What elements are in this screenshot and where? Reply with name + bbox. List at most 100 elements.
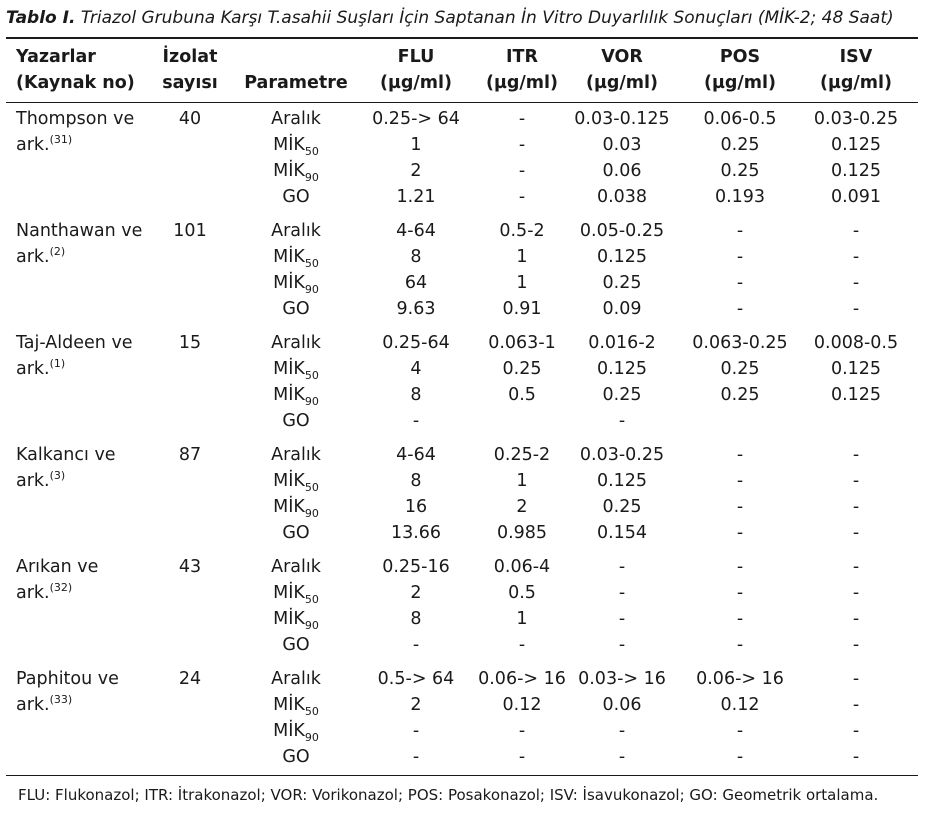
param-label: MİK	[273, 359, 305, 379]
top-rule	[6, 37, 918, 39]
author-name: Thompson ve	[16, 106, 134, 132]
itr-value: 0.063-1	[488, 333, 556, 353]
author-ark: ark.(32)	[16, 580, 72, 606]
isv-value: -	[852, 695, 860, 715]
param-label: MİK	[273, 695, 305, 715]
param-range: Aralık	[236, 442, 356, 468]
author-line: ark.	[16, 135, 50, 155]
isolate-count-value: 101	[173, 221, 207, 241]
param-mic90: MİK90	[236, 382, 356, 408]
header-pos: POS (µg/ml)	[703, 47, 777, 93]
author-name: Nanthawan ve	[16, 218, 142, 244]
param-subscript: 90	[304, 283, 319, 296]
pos-value: 0.193	[714, 187, 766, 207]
itr-value: 0.985	[496, 523, 548, 543]
itr-value: -	[518, 635, 526, 655]
isolate-count-value: 40	[178, 109, 202, 129]
isv-value: -	[852, 635, 860, 655]
author-ark: ark.(33)	[16, 692, 72, 718]
vor-value: 0.05-0.25	[579, 221, 665, 241]
isv-value: 0.125	[830, 385, 882, 405]
vor-value: 0.016-2	[588, 333, 656, 353]
itr-value: 0.5	[508, 385, 536, 405]
param-gm: GO	[236, 632, 356, 658]
param-mic90: MİK90	[236, 718, 356, 744]
author-name: Paphitou ve	[16, 666, 119, 692]
vor-value: 0.125	[596, 359, 648, 379]
param-label: MİK	[273, 609, 305, 629]
author-ark: ark.(2)	[16, 244, 65, 270]
itr-value: -	[518, 721, 526, 741]
author-name: Arıkan ve	[16, 554, 98, 580]
vor-value: -	[618, 609, 626, 629]
param-mic50: MİK50	[236, 692, 356, 718]
itr-value: 0.06-> 16	[478, 669, 566, 689]
author-line: ark.	[16, 359, 50, 379]
param-label: GO	[282, 411, 310, 431]
isolate-count-value: 87	[178, 445, 202, 465]
flu-value: 8	[410, 609, 422, 629]
param-mic50: MİK50	[236, 468, 356, 494]
author-name: Taj-Aldeen ve	[16, 330, 133, 356]
author-name: Kalkancı ve	[16, 442, 116, 468]
param-label: Aralık	[271, 109, 321, 129]
author-line: ark.	[16, 471, 50, 491]
isv-value: -	[852, 523, 860, 543]
reference-number: (3)	[49, 469, 66, 482]
isv-value: -	[852, 609, 860, 629]
isv-value: -	[852, 747, 860, 767]
param-mic90: MİK90	[236, 158, 356, 184]
vor-value: 0.125	[596, 247, 648, 267]
isolate-count: 43	[150, 554, 230, 580]
isv-value: -	[852, 299, 860, 319]
isolate-count: 24	[150, 666, 230, 692]
itr-value: 0.25-2	[493, 445, 551, 465]
pos-value: 0.06-0.5	[703, 109, 777, 129]
param-label: Aralık	[271, 333, 321, 353]
isv-value: -	[852, 497, 860, 517]
isv-value: 0.125	[830, 359, 882, 379]
param-gm: GO	[236, 520, 356, 546]
reference-number: (33)	[49, 693, 73, 706]
isv-value: -	[852, 221, 860, 241]
isolate-count: 15	[150, 330, 230, 356]
isv-value: -	[852, 583, 860, 603]
reference-number: (2)	[49, 245, 66, 258]
isolate-count-value: 24	[178, 669, 202, 689]
pos-value: -	[736, 583, 744, 603]
header-itr: ITR (µg/ml)	[485, 47, 559, 93]
pos-value: 0.12	[720, 695, 760, 715]
param-subscript: 50	[304, 369, 319, 382]
itr-value: 0.91	[502, 299, 542, 319]
flu-value: 4-64	[396, 221, 436, 241]
pos-value: -	[736, 221, 744, 241]
itr-value: 2	[516, 497, 528, 517]
param-label: Aralık	[271, 669, 321, 689]
pos-value: 0.25	[720, 161, 760, 181]
vor-value: 0.09	[602, 299, 642, 319]
vor-value: 0.154	[596, 523, 648, 543]
itr-value: -	[518, 135, 526, 155]
itr-value: 0.5-2	[499, 221, 545, 241]
pos-value: -	[736, 273, 744, 293]
author-ark: ark.(3)	[16, 468, 65, 494]
param-label: GO	[282, 187, 310, 207]
flu-value: 0.5-> 64	[377, 669, 455, 689]
itr-value: 0.06-4	[493, 557, 551, 577]
flu-value: -	[412, 747, 420, 767]
param-gm: GO	[236, 184, 356, 210]
caption-label: Tablo I.	[6, 8, 76, 28]
param-label: MİK	[273, 247, 305, 267]
param-range: Aralık	[236, 330, 356, 356]
author-line: Arıkan ve	[16, 557, 99, 577]
flu-value: -	[412, 411, 420, 431]
param-mic90: MİK90	[236, 606, 356, 632]
vor-value: 0.06	[602, 695, 642, 715]
param-subscript: 50	[304, 257, 319, 270]
param-gm: GO	[236, 296, 356, 322]
vor-value: -	[618, 747, 626, 767]
vor-value: 0.03	[602, 135, 642, 155]
header-isv: ISV (µg/ml)	[819, 47, 893, 93]
author-line: Nanthawan ve	[16, 221, 143, 241]
isv-value: -	[852, 471, 860, 491]
